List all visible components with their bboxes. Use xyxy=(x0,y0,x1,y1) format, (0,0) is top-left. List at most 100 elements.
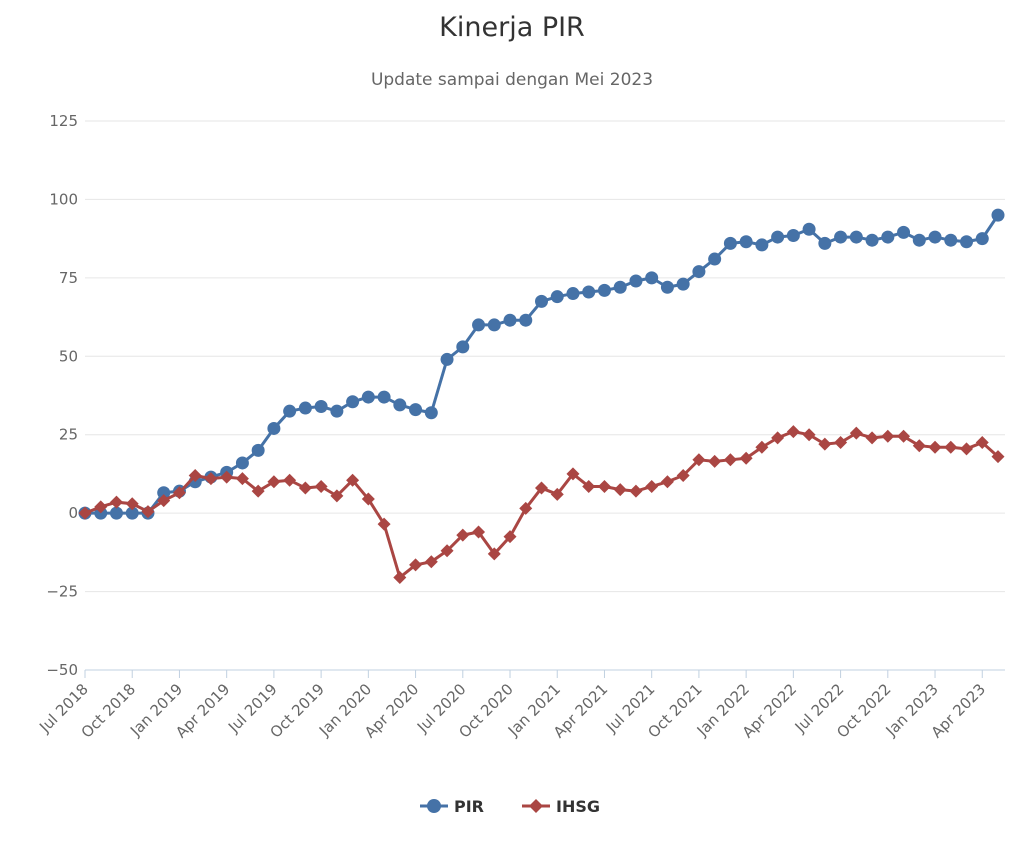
data-point-pir[interactable] xyxy=(487,318,501,332)
data-point-pir[interactable] xyxy=(346,395,360,409)
data-point-pir[interactable] xyxy=(692,265,706,279)
data-point-pir[interactable] xyxy=(771,230,785,244)
data-point-pir[interactable] xyxy=(519,313,533,327)
data-point-ihsg[interactable] xyxy=(125,497,139,511)
data-point-pir[interactable] xyxy=(109,506,123,520)
data-point-pir[interactable] xyxy=(157,486,171,500)
data-point-pir[interactable] xyxy=(786,229,800,243)
data-point-ihsg[interactable] xyxy=(94,500,108,514)
data-point-ihsg[interactable] xyxy=(755,440,769,454)
data-point-ihsg[interactable] xyxy=(424,555,438,569)
data-point-ihsg[interactable] xyxy=(629,484,643,498)
data-point-pir[interactable] xyxy=(865,233,879,247)
data-point-pir[interactable] xyxy=(660,280,674,294)
data-point-pir[interactable] xyxy=(267,421,281,435)
data-point-ihsg[interactable] xyxy=(786,425,800,439)
data-point-pir[interactable] xyxy=(251,443,265,457)
legend-item-pir[interactable]: PIR xyxy=(420,797,484,816)
data-point-ihsg[interactable] xyxy=(172,486,186,500)
data-point-ihsg[interactable] xyxy=(849,426,863,440)
data-point-ihsg[interactable] xyxy=(991,450,1005,464)
data-point-ihsg[interactable] xyxy=(960,442,974,456)
data-point-pir[interactable] xyxy=(975,232,989,246)
data-point-ihsg[interactable] xyxy=(456,528,470,542)
data-point-pir[interactable] xyxy=(503,313,517,327)
data-point-ihsg[interactable] xyxy=(912,439,926,453)
data-point-pir[interactable] xyxy=(566,287,580,301)
data-point-pir[interactable] xyxy=(472,318,486,332)
data-point-ihsg[interactable] xyxy=(188,468,202,482)
data-point-ihsg[interactable] xyxy=(708,454,722,468)
data-point-ihsg[interactable] xyxy=(393,570,407,584)
data-point-pir[interactable] xyxy=(849,230,863,244)
data-point-pir[interactable] xyxy=(424,406,438,420)
data-point-ihsg[interactable] xyxy=(220,470,234,484)
data-point-ihsg[interactable] xyxy=(377,517,391,531)
data-point-ihsg[interactable] xyxy=(204,472,218,486)
data-point-pir[interactable] xyxy=(298,401,312,415)
data-point-ihsg[interactable] xyxy=(897,429,911,443)
data-point-pir[interactable] xyxy=(676,277,690,291)
data-point-ihsg[interactable] xyxy=(298,481,312,495)
data-point-pir[interactable] xyxy=(960,235,974,249)
data-point-ihsg[interactable] xyxy=(645,479,659,493)
data-point-ihsg[interactable] xyxy=(944,440,958,454)
data-point-pir[interactable] xyxy=(235,456,249,470)
data-point-pir[interactable] xyxy=(991,208,1005,222)
data-point-pir[interactable] xyxy=(535,294,548,308)
data-point-pir[interactable] xyxy=(361,390,375,404)
data-point-ihsg[interactable] xyxy=(157,494,171,508)
data-point-ihsg[interactable] xyxy=(472,525,486,539)
data-point-pir[interactable] xyxy=(897,225,911,239)
data-point-ihsg[interactable] xyxy=(235,472,249,486)
data-point-ihsg[interactable] xyxy=(330,489,344,503)
data-point-ihsg[interactable] xyxy=(409,558,423,572)
data-point-pir[interactable] xyxy=(283,404,297,418)
data-point-ihsg[interactable] xyxy=(535,481,548,495)
data-point-ihsg[interactable] xyxy=(928,440,942,454)
data-point-ihsg[interactable] xyxy=(771,431,785,445)
data-point-pir[interactable] xyxy=(739,235,753,249)
data-point-ihsg[interactable] xyxy=(975,436,989,450)
data-point-pir[interactable] xyxy=(314,399,328,413)
data-point-ihsg[interactable] xyxy=(818,437,832,451)
data-point-ihsg[interactable] xyxy=(251,484,265,498)
data-point-pir[interactable] xyxy=(912,233,926,247)
data-point-ihsg[interactable] xyxy=(566,467,580,481)
data-point-pir[interactable] xyxy=(818,236,832,250)
data-point-pir[interactable] xyxy=(393,398,407,412)
data-point-ihsg[interactable] xyxy=(550,487,564,501)
data-point-pir[interactable] xyxy=(708,252,722,266)
data-point-ihsg[interactable] xyxy=(503,530,517,544)
data-point-ihsg[interactable] xyxy=(834,436,848,450)
data-point-pir[interactable] xyxy=(723,236,737,250)
data-point-ihsg[interactable] xyxy=(141,505,155,519)
data-point-ihsg[interactable] xyxy=(109,495,123,509)
data-point-ihsg[interactable] xyxy=(487,547,501,561)
data-point-pir[interactable] xyxy=(802,222,816,236)
data-point-ihsg[interactable] xyxy=(283,473,297,487)
data-point-ihsg[interactable] xyxy=(597,479,611,493)
data-point-pir[interactable] xyxy=(456,340,470,354)
data-point-pir[interactable] xyxy=(440,352,454,366)
data-point-ihsg[interactable] xyxy=(440,544,454,558)
data-point-ihsg[interactable] xyxy=(865,431,879,445)
data-point-pir[interactable] xyxy=(125,506,139,520)
data-point-ihsg[interactable] xyxy=(676,468,690,482)
data-point-ihsg[interactable] xyxy=(613,483,627,497)
data-point-pir[interactable] xyxy=(613,280,627,294)
data-point-pir[interactable] xyxy=(645,271,659,285)
data-point-ihsg[interactable] xyxy=(723,453,737,467)
data-point-pir[interactable] xyxy=(834,230,848,244)
data-point-pir[interactable] xyxy=(550,290,564,304)
data-point-ihsg[interactable] xyxy=(361,492,375,506)
data-point-ihsg[interactable] xyxy=(314,479,328,493)
data-point-pir[interactable] xyxy=(409,403,423,417)
data-point-pir[interactable] xyxy=(377,390,391,404)
data-point-pir[interactable] xyxy=(928,230,942,244)
data-point-ihsg[interactable] xyxy=(660,475,674,489)
data-point-pir[interactable] xyxy=(629,274,643,288)
data-point-ihsg[interactable] xyxy=(346,473,360,487)
data-point-ihsg[interactable] xyxy=(802,428,816,442)
data-point-pir[interactable] xyxy=(330,404,344,418)
